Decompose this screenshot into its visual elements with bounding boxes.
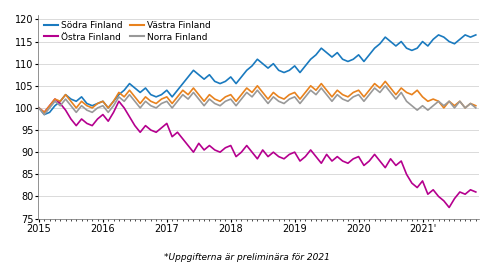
Västra Finland bbox=[132, 95, 138, 99]
Västra Finland bbox=[41, 111, 47, 114]
Text: *Uppgifterna är preliminära för 2021: *Uppgifterna är preliminära för 2021 bbox=[164, 253, 330, 262]
Södra Finland bbox=[436, 33, 442, 37]
Västra Finland bbox=[105, 106, 111, 109]
Västra Finland bbox=[68, 100, 74, 103]
Östra Finland bbox=[446, 206, 452, 209]
Line: Östra Finland: Östra Finland bbox=[39, 99, 476, 207]
Östra Finland bbox=[132, 124, 138, 127]
Östra Finland bbox=[382, 166, 388, 169]
Norra Finland bbox=[41, 113, 47, 116]
Norra Finland bbox=[302, 95, 308, 99]
Line: Södra Finland: Södra Finland bbox=[39, 35, 476, 114]
Södra Finland bbox=[68, 98, 74, 101]
Norra Finland bbox=[105, 111, 111, 114]
Östra Finland bbox=[105, 120, 111, 123]
Östra Finland bbox=[356, 155, 362, 158]
Norra Finland bbox=[356, 93, 362, 96]
Norra Finland bbox=[473, 106, 479, 109]
Västra Finland bbox=[382, 80, 388, 83]
Västra Finland bbox=[356, 89, 362, 92]
Östra Finland bbox=[473, 191, 479, 194]
Legend: Södra Finland, Östra Finland, Västra Finland, Norra Finland: Södra Finland, Östra Finland, Västra Fin… bbox=[42, 20, 213, 43]
Östra Finland bbox=[36, 106, 42, 109]
Södra Finland bbox=[36, 106, 42, 109]
Norra Finland bbox=[36, 106, 42, 109]
Västra Finland bbox=[388, 86, 394, 90]
Västra Finland bbox=[36, 106, 42, 109]
Södra Finland bbox=[41, 113, 47, 116]
Östra Finland bbox=[68, 117, 74, 121]
Södra Finland bbox=[356, 53, 362, 56]
Norra Finland bbox=[132, 100, 138, 103]
Östra Finland bbox=[52, 98, 58, 101]
Södra Finland bbox=[302, 64, 308, 68]
Södra Finland bbox=[105, 106, 111, 109]
Södra Finland bbox=[473, 33, 479, 37]
Line: Västra Finland: Västra Finland bbox=[39, 81, 476, 112]
Norra Finland bbox=[382, 84, 388, 87]
Västra Finland bbox=[302, 91, 308, 94]
Södra Finland bbox=[132, 86, 138, 90]
Västra Finland bbox=[473, 104, 479, 107]
Norra Finland bbox=[388, 91, 394, 94]
Södra Finland bbox=[382, 36, 388, 39]
Östra Finland bbox=[302, 155, 308, 158]
Line: Norra Finland: Norra Finland bbox=[39, 86, 476, 114]
Norra Finland bbox=[68, 104, 74, 107]
